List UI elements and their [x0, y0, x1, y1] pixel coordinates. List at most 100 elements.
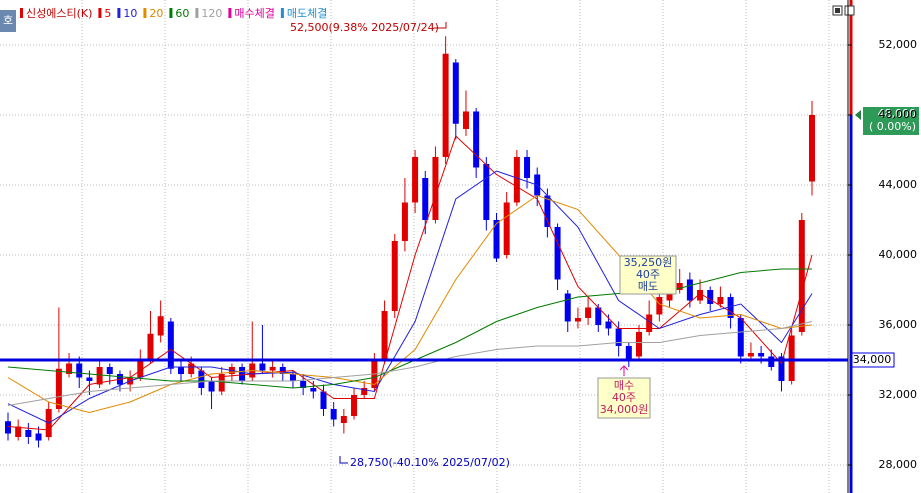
candle-body — [717, 296, 724, 304]
candle-body — [585, 307, 592, 318]
close-icon[interactable] — [844, 5, 855, 16]
buy-type: 매수 — [614, 379, 634, 392]
moving-average — [7, 194, 813, 414]
buy-arrow — [619, 365, 629, 376]
candle-body — [361, 387, 368, 395]
candle-body — [35, 433, 42, 441]
candle-body — [503, 202, 510, 255]
y-tick-label: 28,000 — [879, 458, 918, 471]
candle-body — [279, 366, 286, 374]
candle-body — [646, 314, 653, 332]
candle-body — [798, 219, 805, 332]
candle-body — [788, 335, 795, 381]
buy-qty: 40주 — [612, 391, 636, 404]
candle-body — [768, 356, 775, 367]
legend-swatch — [169, 8, 173, 18]
button-label[interactable]: 호 — [3, 14, 13, 27]
legend-swatch — [280, 8, 284, 18]
candle-body — [554, 226, 561, 280]
moving-average — [7, 170, 813, 424]
max-annotation: 52,500(9.38% 2025/07/24) — [290, 21, 439, 34]
legend-swatch — [98, 8, 102, 18]
candle-body — [595, 307, 602, 325]
y-tick-label: 48,000 — [879, 108, 918, 121]
window-icon-inner — [835, 8, 840, 13]
legend-swatch — [228, 8, 232, 18]
candle-body — [218, 373, 225, 392]
button[interactable] — [0, 10, 16, 32]
buy-price: 34,000원 — [600, 403, 649, 416]
candle-body — [758, 352, 765, 357]
candle-body — [208, 380, 215, 392]
candle-body — [442, 53, 449, 157]
legend-label: 신성에스티(K) — [26, 7, 92, 20]
legend-label: 10 — [123, 7, 137, 20]
candle-body — [727, 296, 734, 318]
legend-label: 5 — [104, 7, 111, 20]
candle-body — [55, 368, 62, 409]
candle-body — [707, 289, 714, 304]
moving-average — [7, 135, 813, 431]
candle-body — [178, 366, 185, 374]
y-tick-label: 36,000 — [879, 318, 918, 331]
candle-body — [401, 202, 408, 241]
legend-swatch — [20, 8, 23, 18]
y-tick-label: 44,000 — [879, 178, 918, 191]
candle-body — [86, 377, 93, 381]
candle-body — [96, 366, 103, 385]
candle-body — [269, 366, 276, 371]
sell-box — [619, 255, 677, 295]
legend-swatch — [195, 8, 199, 18]
candle-body — [188, 363, 195, 374]
candle-body — [25, 429, 32, 437]
candle-body — [76, 363, 83, 378]
candle-body — [381, 310, 388, 360]
candle-body — [422, 177, 429, 220]
candle-body — [15, 426, 22, 437]
candle-body — [137, 359, 144, 378]
candle-body — [473, 111, 480, 168]
candle-body — [310, 387, 317, 392]
candle-body — [605, 321, 612, 329]
order-label: 34,000 — [853, 353, 892, 366]
candle-body — [625, 345, 632, 360]
candle-body — [737, 317, 744, 357]
price-change: ( 0.00%) — [869, 120, 916, 133]
min-annotation: 28,750(-40.10% 2025/07/02) — [350, 456, 510, 469]
candle-body — [615, 328, 622, 346]
candle-body — [157, 316, 164, 336]
candle-body — [239, 366, 246, 381]
price-label: 48,000 — [878, 107, 917, 120]
max-arrow — [434, 22, 447, 29]
sell-qty: 40주 — [636, 268, 660, 281]
price-label-box — [863, 106, 919, 135]
candle-body — [147, 333, 154, 360]
candle-body — [574, 317, 581, 322]
candle-body — [524, 156, 531, 178]
candle-body — [300, 380, 307, 388]
buy-box — [597, 377, 651, 419]
candle-body — [320, 391, 327, 409]
candle-body — [747, 352, 754, 357]
legend-label: 120 — [201, 7, 222, 20]
candle-body — [666, 289, 673, 301]
candle-body — [676, 282, 683, 290]
price-pointer — [855, 109, 861, 120]
candle-body — [432, 156, 439, 220]
legend-label: 매도체결 — [287, 7, 327, 20]
min-arrow — [339, 456, 348, 464]
legend-swatch — [143, 8, 147, 18]
axis-panel — [848, 0, 921, 493]
candle-body — [809, 114, 815, 182]
candle-body — [340, 415, 347, 423]
grid — [0, 0, 848, 493]
candle-body — [483, 163, 490, 220]
moving-average — [7, 321, 813, 406]
y-tick-label: 32,000 — [879, 388, 918, 401]
candle-body — [778, 356, 785, 381]
candle-body — [686, 279, 693, 301]
